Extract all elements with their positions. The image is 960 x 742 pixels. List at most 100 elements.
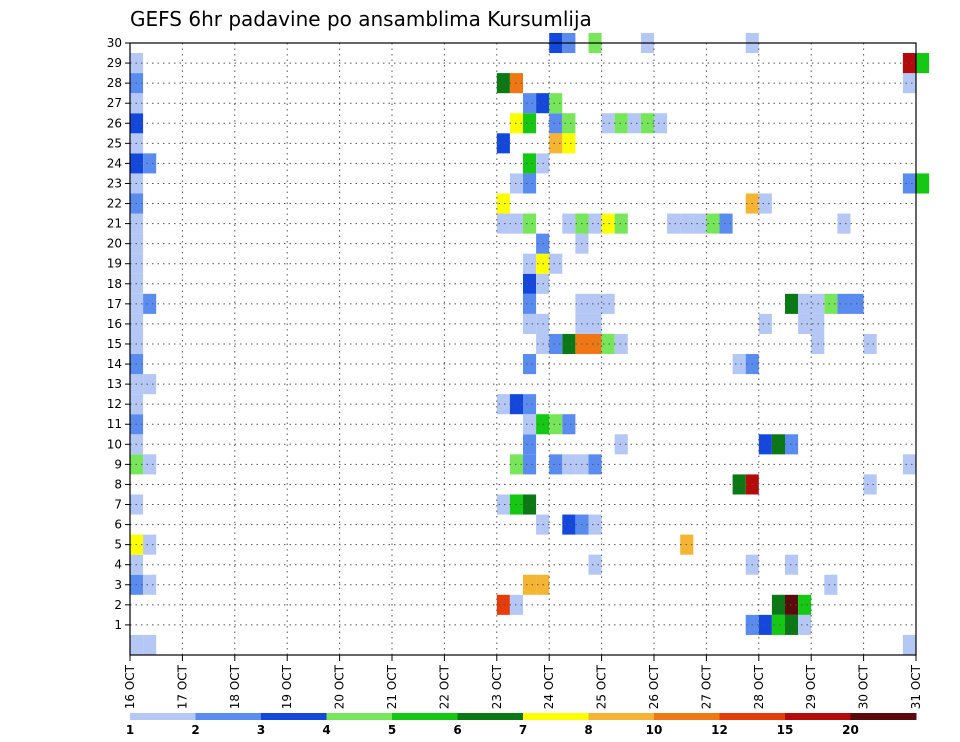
heatmap-cell <box>601 333 615 355</box>
heatmap-cell <box>771 614 785 635</box>
x-tick-label: 25 OCT <box>595 664 609 709</box>
heatmap-cell <box>785 434 799 455</box>
x-tick-label: 30 OCT <box>857 664 871 709</box>
heatmap-cell <box>902 634 916 655</box>
heatmap-cell <box>143 634 157 655</box>
heatmap-cell <box>614 333 628 355</box>
colorbar-segment <box>719 713 786 720</box>
colorbar-label: 7 <box>519 723 527 737</box>
heatmap-cell <box>588 454 602 475</box>
colorbar-segment <box>654 713 720 720</box>
y-tick-label: 4 <box>114 558 122 572</box>
heatmap-cell <box>496 133 510 154</box>
colorbar-segment <box>457 713 524 720</box>
colorbar-segment <box>261 713 327 720</box>
plot-frame <box>129 42 917 656</box>
heatmap-cell <box>549 454 563 475</box>
x-tick-label: 27 OCT <box>699 664 713 709</box>
y-tick-label: 21 <box>107 217 122 231</box>
colorbar-label: 6 <box>453 723 461 737</box>
heatmap-cell <box>562 133 576 154</box>
heatmap-cell <box>523 454 537 475</box>
heatmap-cell <box>627 113 641 134</box>
heatmap-cell <box>588 554 602 575</box>
heatmap-cell <box>130 634 144 655</box>
heatmap-cell <box>523 153 537 174</box>
heatmap-cell <box>523 293 537 314</box>
heatmap-cell <box>706 213 720 234</box>
heatmap-cells <box>130 32 930 655</box>
heatmap-cell <box>601 213 615 234</box>
colorbar-label: 15 <box>777 723 794 737</box>
y-tick-label: 30 <box>107 36 122 50</box>
y-tick-label: 1 <box>114 618 122 632</box>
y-tick-label: 23 <box>107 176 122 190</box>
y-tick-label: 2 <box>114 598 122 612</box>
heatmap-cell <box>588 293 602 314</box>
heatmap-cell <box>523 113 537 134</box>
heatmap-cell <box>562 514 576 535</box>
heatmap-cell <box>523 414 537 435</box>
colorbar-segment <box>130 713 196 720</box>
colorbar-label: 4 <box>322 723 330 737</box>
colorbar: 1 2 3 4 5 6 7 8 10 12 15 20 <box>126 713 917 737</box>
heatmap-cell <box>523 574 537 595</box>
heatmap-cell <box>143 153 157 174</box>
heatmap-cell <box>523 394 537 415</box>
heatmap-cell <box>496 193 510 214</box>
y-tick-label: 29 <box>107 56 122 70</box>
y-tick-label: 5 <box>114 538 122 552</box>
grid-lines <box>130 42 916 655</box>
heatmap-cell <box>667 213 681 234</box>
heatmap-cell <box>523 173 537 194</box>
colorbar-label: 12 <box>711 723 728 737</box>
colorbar-segment <box>195 713 262 720</box>
x-tick-label: 31 OCT <box>909 664 923 709</box>
heatmap-cell <box>496 213 510 234</box>
y-tick-label: 20 <box>107 237 122 251</box>
heatmap-cell <box>496 73 510 94</box>
y-tick-label: 18 <box>107 277 122 291</box>
heatmap-cell <box>523 494 537 515</box>
heatmap-cell <box>614 213 628 234</box>
heatmap-cell <box>588 213 602 234</box>
heatmap-cell <box>902 53 916 74</box>
colorbar-segment <box>392 713 458 720</box>
heatmap-cell <box>719 213 733 234</box>
x-tick-label: 26 OCT <box>647 664 661 709</box>
heatmap-cell <box>601 293 615 314</box>
heatmap-cell <box>562 113 576 134</box>
heatmap-cell <box>562 454 576 475</box>
x-tick-label: 21 OCT <box>385 664 399 709</box>
colorbar-segment <box>850 713 917 720</box>
heatmap-cell <box>549 93 563 114</box>
heatmap-cell <box>143 293 157 314</box>
heatmap-cell <box>614 434 628 455</box>
y-tick-label: 26 <box>107 116 122 130</box>
y-tick-label: 27 <box>107 96 122 110</box>
x-tick-label: 20 OCT <box>333 664 347 709</box>
heatmap-cell <box>523 93 537 114</box>
colorbar-label: 10 <box>646 723 663 737</box>
x-tick-label: 19 OCT <box>280 664 294 709</box>
heatmap-cell <box>798 293 812 314</box>
heatmap-cell <box>758 434 772 455</box>
y-tick-label: 11 <box>107 417 122 431</box>
y-tick-label: 13 <box>107 377 122 391</box>
heatmap-cell <box>732 354 746 375</box>
heatmap-cell <box>523 273 537 294</box>
heatmap-cell <box>863 333 877 355</box>
heatmap-cell <box>523 253 537 274</box>
y-tick-label: 19 <box>107 257 122 271</box>
heatmap-cell <box>902 173 916 194</box>
heatmap-cell <box>693 213 707 234</box>
heatmap-cell <box>902 454 916 475</box>
heatmap-cell <box>562 414 576 435</box>
y-axis-tick-labels: 1234567891011121314151617181920212223242… <box>107 36 122 632</box>
heatmap-cell <box>523 434 537 455</box>
colorbar-label: 5 <box>388 723 396 737</box>
heatmap-cell <box>601 113 615 134</box>
y-tick-label: 10 <box>107 437 122 451</box>
heatmap-cell <box>758 193 772 214</box>
